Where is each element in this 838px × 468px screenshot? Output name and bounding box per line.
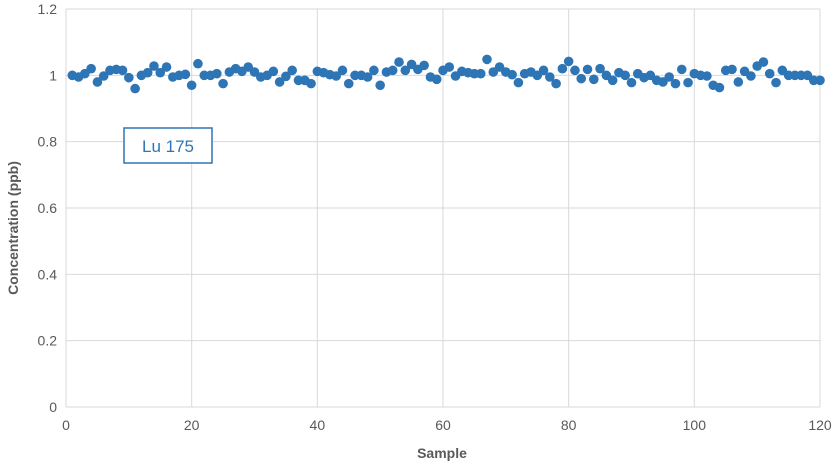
data-point <box>589 74 599 85</box>
x-tick-label: 100 <box>683 417 707 433</box>
data-point <box>513 77 524 88</box>
data-point <box>714 82 725 93</box>
data-point <box>746 71 756 81</box>
data-point <box>287 65 298 76</box>
data-point <box>670 78 681 89</box>
x-tick-label: 0 <box>62 417 70 433</box>
data-point <box>419 60 429 71</box>
y-tick-label: 0.2 <box>38 333 58 349</box>
data-point <box>331 71 341 81</box>
data-point <box>771 77 781 88</box>
data-point <box>218 78 228 89</box>
series-annotation: Lu 175 <box>123 127 213 164</box>
data-point <box>186 80 197 91</box>
data-point <box>444 62 455 72</box>
data-point <box>155 67 166 78</box>
x-tick-label: 40 <box>310 417 326 433</box>
data-point <box>582 64 593 75</box>
data-point <box>142 67 153 78</box>
data-point <box>626 77 637 88</box>
data-point <box>683 77 693 88</box>
data-point <box>620 70 631 81</box>
x-tick-label: 80 <box>561 417 577 433</box>
data-point <box>551 78 561 89</box>
data-point <box>570 65 580 76</box>
data-point <box>92 77 103 87</box>
data-point <box>193 58 203 69</box>
data-point <box>563 56 574 67</box>
data-point <box>124 72 134 83</box>
annotation-box <box>123 127 213 164</box>
x-tick-label: 120 <box>808 417 832 433</box>
y-tick-label: 0.4 <box>38 266 58 282</box>
data-point <box>274 77 285 87</box>
data-point <box>676 64 687 75</box>
y-axis-ticks: 0 0.2 0.4 0.6 0.8 1 1.2 <box>38 1 58 415</box>
y-tick-label: 0.6 <box>38 200 58 216</box>
data-point <box>733 77 744 87</box>
y-tick-label: 1.2 <box>38 1 58 17</box>
data-point <box>400 65 411 76</box>
data-points <box>67 54 825 94</box>
data-point <box>281 71 291 82</box>
data-point <box>576 73 587 84</box>
data-point <box>369 65 379 76</box>
data-point <box>538 65 549 76</box>
x-axis-ticks: 0 20 40 60 80 100 120 <box>62 417 832 433</box>
data-point <box>130 83 140 94</box>
data-point <box>117 65 128 76</box>
data-point <box>431 74 442 85</box>
data-point <box>507 69 517 80</box>
x-axis-title: Sample <box>417 445 467 461</box>
y-tick-label: 0 <box>49 399 57 415</box>
y-tick-label: 0.8 <box>38 134 58 150</box>
data-point <box>758 57 769 67</box>
data-point <box>727 64 737 75</box>
data-point <box>607 75 618 86</box>
data-point <box>337 65 348 76</box>
data-point <box>149 61 159 71</box>
data-point <box>557 63 568 74</box>
data-point <box>545 72 555 82</box>
y-tick-label: 1 <box>49 67 57 83</box>
y-axis-title: Concentration (ppb) <box>5 161 21 295</box>
data-point <box>98 71 109 81</box>
data-point <box>362 72 373 82</box>
data-point <box>815 75 825 86</box>
data-point <box>343 78 354 89</box>
data-point <box>664 72 674 82</box>
data-point <box>161 62 172 72</box>
gridlines <box>65 8 821 408</box>
data-point <box>387 65 398 76</box>
data-point <box>268 66 279 77</box>
data-point <box>180 69 191 80</box>
x-tick-label: 20 <box>184 417 200 433</box>
data-point <box>306 78 316 89</box>
data-point <box>482 54 492 65</box>
data-point <box>375 80 385 91</box>
annotation-label: Lu 175 <box>142 137 194 156</box>
data-point <box>86 63 96 74</box>
data-point <box>764 68 775 79</box>
x-tick-label: 60 <box>435 417 451 433</box>
data-point <box>595 63 605 74</box>
data-point <box>702 71 712 81</box>
data-point <box>212 68 222 79</box>
data-point <box>394 57 404 67</box>
data-point <box>475 68 486 79</box>
